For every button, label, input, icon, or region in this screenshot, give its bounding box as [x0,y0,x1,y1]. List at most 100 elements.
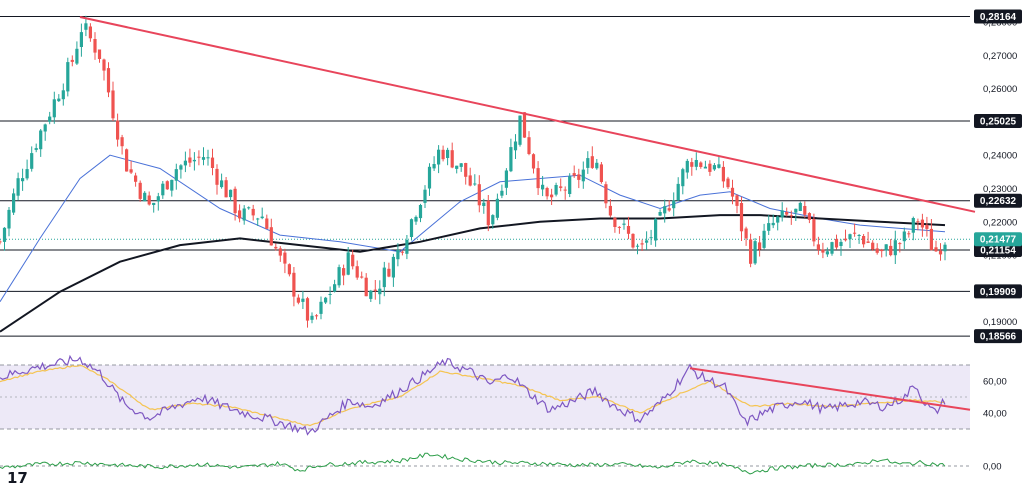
moving-averages [0,154,946,333]
candle-body [735,195,739,206]
candle-down [97,49,102,63]
level-tag-label: 0,19909 [980,287,1017,298]
candle-body [251,208,255,216]
candle-body [848,234,852,240]
candle-down [283,248,287,274]
candle-up [174,163,178,190]
candle-up [500,184,504,199]
candle-body [595,162,599,169]
candle-body [387,268,391,277]
tradingview-logo[interactable]: 17 [7,469,28,487]
candle-down [387,262,391,278]
candle-body [129,169,133,173]
candle-body [477,184,481,206]
candle-up [672,192,676,217]
level-tag-label: 0,18566 [980,332,1017,343]
candle-up [663,199,667,223]
candle-body [21,178,25,182]
candle-body [880,249,884,252]
candle-up [495,193,499,221]
candle-up [301,290,305,309]
candle-body [902,231,906,242]
candle-up [681,167,685,195]
candle-body [907,233,911,235]
candle-body [355,266,359,278]
candle-down [360,271,364,279]
candle-up [459,163,463,172]
candle-body [156,196,160,202]
candle-up [491,214,495,229]
candle-body [247,207,251,209]
candle-down [93,32,97,60]
candle-body [197,156,201,158]
candle-up [825,247,829,257]
candle-up [418,203,423,223]
candle-up [206,149,210,166]
candle-up [39,129,43,157]
candle-up [369,289,373,302]
candle-down [907,231,911,238]
candle-body [324,297,328,303]
candle-body [441,149,445,160]
candle-up [328,286,332,305]
momentum-tick-label: 0,00 [983,462,1002,473]
candle-down [708,160,712,176]
candle-body [690,162,694,167]
candle-body [418,205,423,219]
candle-up [229,189,233,202]
candle-down [287,263,291,277]
candle-body [134,175,138,182]
candle-down [468,167,472,187]
candle-up [645,231,649,250]
candle-body [337,267,341,286]
candle-body [509,147,513,172]
candle-down [866,231,870,243]
candle-body [224,180,228,198]
candle-body [617,226,621,228]
candle-down [0,240,2,245]
candle-body [803,206,807,215]
candle-body [749,239,753,264]
candle-down [233,186,237,221]
candle-body [527,137,531,154]
candle-body [427,166,432,189]
candle-up [685,158,689,179]
candle-body [739,203,744,232]
candle-down [816,236,820,255]
candle-body [400,251,404,253]
candle-down [862,234,866,248]
candle-body [278,248,282,256]
candle-body [446,149,450,158]
candle-body [414,216,418,222]
candle-body [174,169,178,181]
candle-up [382,261,386,297]
candle-body [274,246,278,249]
rsi-signal-line [0,364,946,427]
candle-up [504,168,508,195]
candle-down [853,223,857,237]
candle-body [586,158,590,168]
candle-up [220,173,224,189]
level-tag-label: 0,25025 [980,117,1017,128]
candle-body [75,48,79,64]
candle-down [278,246,282,262]
candle-down [789,210,793,225]
level-tag-label: 0,21154 [980,245,1016,256]
candle-body [70,59,74,62]
candle-body [645,240,649,243]
candle-down [889,239,893,257]
candle-body [84,23,88,30]
candle-body [310,315,314,320]
candle-up [509,138,513,173]
candle-down [626,216,631,240]
candle-down [165,180,169,190]
candle-down [188,148,192,167]
candle-body [66,62,70,92]
candle-body [220,180,224,188]
candle-body [753,241,757,264]
candle-body [423,189,427,203]
candle-up [703,160,707,169]
candle-up [52,91,56,124]
candle-body [744,228,748,239]
